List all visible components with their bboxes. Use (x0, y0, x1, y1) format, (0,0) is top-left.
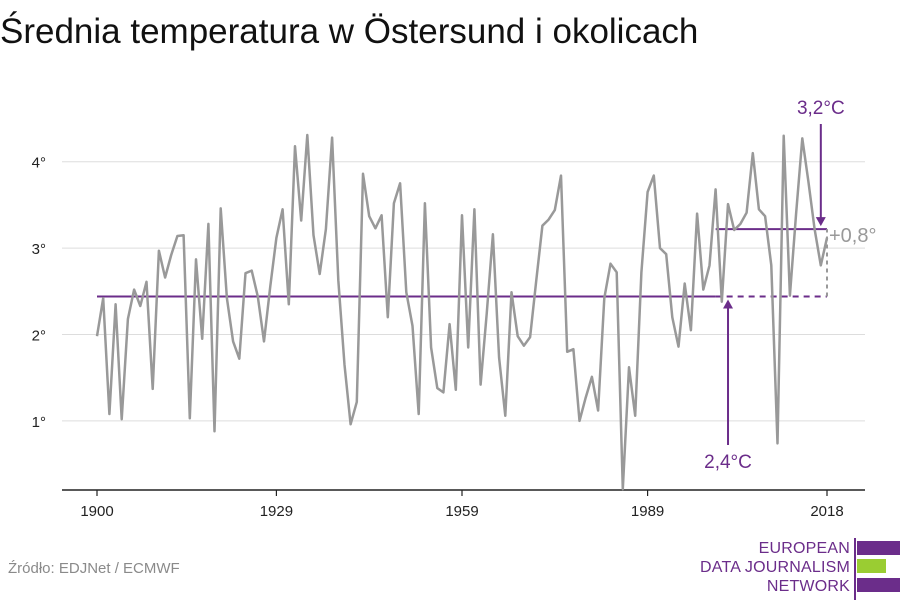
x-tick-label: 1929 (260, 503, 293, 520)
source-note: Źródło: EDJNet / ECMWF (8, 560, 180, 577)
y-tick-label: 3° (32, 241, 46, 258)
annotations: +0,8° 3,2°C 2,4°C (704, 98, 876, 473)
x-tick-label: 2018 (810, 503, 843, 520)
series-layer (95, 133, 829, 491)
baseline-arrow-head (723, 299, 734, 309)
delta-label: +0,8° (829, 225, 876, 247)
y-tick-label: 2° (32, 328, 46, 345)
x-tick-label: 1989 (631, 503, 664, 520)
logo-bar-purple-bottom (857, 578, 900, 592)
recent-mean-label: 3,2°C (797, 98, 845, 119)
logo-divider (854, 538, 856, 600)
edjnet-logo: EUROPEAN DATA JOURNALISM NETWORK (700, 538, 900, 600)
logo-line-2: DATA JOURNALISM (700, 559, 850, 576)
logo-bar-green (857, 559, 886, 573)
logo-bar-purple-top (857, 541, 900, 555)
baseline-mean-label: 2,4°C (704, 452, 752, 473)
y-tick-label: 4° (32, 155, 46, 172)
logo-line-3: NETWORK (766, 578, 850, 595)
gridlines (62, 161, 865, 422)
logo-line-1: EUROPEAN (758, 540, 850, 557)
y-tick-label: 1° (32, 414, 46, 431)
recent-arrow-head (815, 217, 826, 227)
series-line (95, 133, 829, 491)
x-tick-label: 1959 (445, 503, 478, 520)
x-tick-label: 1900 (80, 503, 113, 520)
axes: 1° 2° 3° 4° 1900 1929 1959 1989 2018 (32, 155, 865, 520)
chart-title: Średnia temperatura w Östersund i okolic… (0, 12, 699, 51)
